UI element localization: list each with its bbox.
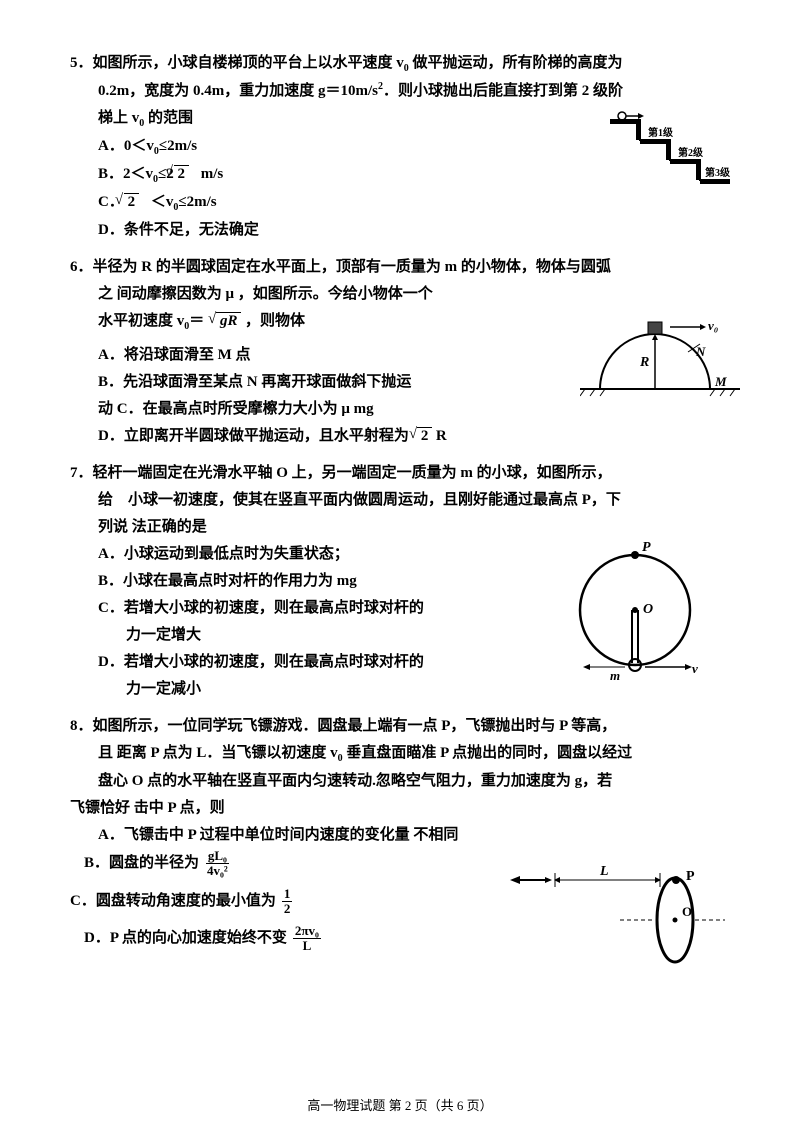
q5-line2a: 0.2m，宽度为 0.4m，重力加速度 g＝10m/s [98,83,378,99]
label-O8: O [682,904,692,919]
label-m: m [610,668,620,683]
q5-line2: 0.2m，宽度为 0.4m，重力加速度 g＝10m/s2．则小球抛出后能直接打到… [70,78,730,105]
stair3-label: 第3级 [705,166,730,179]
q5-line2b: ．则小球抛出后能直接打到第 2 级阶 [383,83,623,99]
q7-line1: 7．轻杆一端固定在光滑水平轴 O 上，另一端固定一质量为 m 的小球，如图所示， [70,460,730,487]
q8-line4: 飞镖恰好 击中 P 点，则 [70,795,730,822]
dart-disc-figure: L P O [500,858,730,978]
q5-optD: D．条件不足，无法确定 [70,217,730,244]
question-8: 8．如图所示，一位同学玩飞镖游戏．圆盘最上端有一点 P，飞镖抛出时与 P 等高，… [70,713,730,954]
q8-text1: 如图所示，一位同学玩飞镖游戏．圆盘最上端有一点 P，飞镖抛出时与 P 等高， [93,718,617,734]
stair1-label: 第1级 [648,126,674,139]
label-P8: P [686,869,695,884]
q7-text1: 轻杆一端固定在光滑水平轴 O 上，另一端固定一质量为 m 的小球，如图所示， [93,465,612,481]
q5-optC-t3: ≤2m/s [178,194,216,210]
q6-line1: 6．半径为 R 的半圆球固定在水平面上，顶部有一质量为 m 的小物体，物体与圆弧 [70,254,730,281]
q6-l3a: 水平初速度 v [98,313,184,329]
q8-line3: 盘心 O 点的水平轴在竖直平面内匀速转动.忽略空气阻力，重力加速度为 g，若 [70,768,730,795]
q8-l2a: 且 距离 P 点为 L．当飞镖以初速度 v [98,745,338,761]
fracB-num: gL₀ [206,849,229,864]
q6-optD-t2: R [432,428,447,444]
question-7: 7．轻杆一端固定在光滑水平轴 O 上，另一端固定一质量为 m 的小球，如图所示，… [70,460,730,703]
q6-optD-t1: D．立即离开半圆球做平抛运动，且水平射程为 [98,428,409,444]
q7-line2: 给 小球一初速度，使其在竖直平面内做圆周运动，且刚好能通过最高点 P，下 [70,487,730,514]
fracC-den: 2 [282,902,293,916]
question-5: 5．如图所示，小球自楼梯顶的平台上以水平速度 v0 做平抛运动，所有阶梯的高度为… [70,50,730,244]
hemisphere-figure: R N M v₀ [580,294,740,404]
fracD-num: 2πv₀ [293,924,321,939]
page-footer: 高一物理试题 第 2 页（共 6 页） [0,1094,800,1117]
q5-optB-t3: m/s [197,166,223,182]
q5-l3a: 梯上 v [98,110,139,126]
q8-optC-t: C．圆盘转动角速度的最小值为 [70,888,276,915]
q5-optA-t1: A．0＜v [98,138,154,154]
q8-l2b: 垂直盘面瞄准 P 点抛出的同时，圆盘以经过 [346,745,632,761]
label-P: P [642,540,651,555]
label-R: R [639,355,649,370]
frac-C: 12 [282,887,293,917]
q6-number: 6． [70,259,93,275]
q8-optA: A．飞镖击中 P 过程中单位时间内速度的变化量 不相同 [70,822,730,849]
label-L: L [599,864,609,879]
frac-D: 2πv₀L [293,924,321,954]
fracC-num: 1 [282,887,293,902]
q5-text1: 如图所示，小球自楼梯顶的平台上以水平速度 v [93,55,404,71]
frac-B: gL₀4v₀² [205,849,230,879]
fracB-den: 4v₀² [205,864,230,878]
question-6: 6．半径为 R 的半圆球固定在水平面上，顶部有一质量为 m 的小物体，物体与圆弧… [70,254,730,450]
q5-line1: 5．如图所示，小球自楼梯顶的平台上以水平速度 v0 做平抛运动，所有阶梯的高度为 [70,50,730,78]
q6-text1: 半径为 R 的半圆球固定在水平面上，顶部有一质量为 m 的小物体，物体与圆弧 [93,259,611,275]
q8-optD-t: D．P 点的向心加速度始终不变 [84,925,287,952]
q5-l3b: 的范围 [148,110,193,126]
stair2-label: 第2级 [678,146,704,159]
label-v0: v₀ [708,318,718,333]
label-M: M [714,374,727,389]
q6-optD: D．立即离开半圆球做平抛运动，且水平射程为√ 2 R [70,423,730,450]
rod-circle-figure: P O m v [570,535,710,685]
q6-l3c: ，则物体 [245,313,305,329]
q5-text2: 做平抛运动，所有阶梯的高度为 [413,55,623,71]
label-O: O [643,602,653,617]
q5-optA-t2: ≤2m/s [159,138,197,154]
q5-number: 5． [70,55,93,71]
sub-0g: 0 [338,753,343,764]
label-v: v [692,661,698,676]
q5-optB-t1: B．2＜v [98,166,153,182]
stairs-figure: 第1级 第2级 第3级 [600,110,730,210]
sub-0: 0 [404,63,409,74]
q5-optC-t2: ＜v [147,194,173,210]
q7-number: 7． [70,465,93,481]
q8-number: 8． [70,718,93,734]
q8-line2: 且 距离 P 点为 L．当飞镖以初速度 v0 垂直盘面瞄准 P 点抛出的同时，圆… [70,740,730,768]
fracD-den: L [301,939,314,953]
q8-line1: 8．如图所示，一位同学玩飞镖游戏．圆盘最上端有一点 P，飞镖抛出时与 P 等高， [70,713,730,740]
q8-optB-t: B．圆盘的半径为 [84,850,199,877]
sub-0b: 0 [139,118,144,129]
q6-l3b: ＝ [189,313,204,329]
